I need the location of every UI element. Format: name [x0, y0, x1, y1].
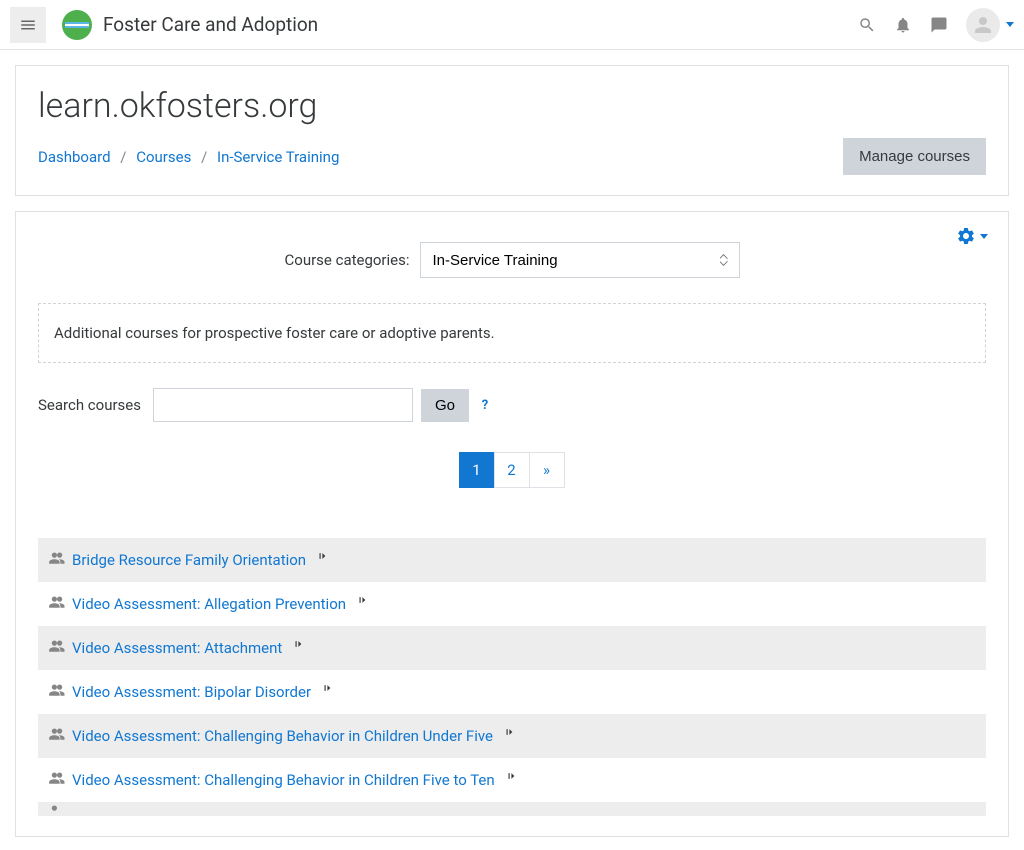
hamburger-icon	[19, 16, 37, 34]
breadcrumb-separator: /	[201, 148, 207, 166]
breadcrumb: Dashboard / Courses / In-Service Trainin…	[38, 148, 339, 166]
course-icon	[48, 639, 66, 657]
gear-icon	[956, 226, 976, 246]
course-icon	[48, 804, 66, 816]
search-label: Search courses	[38, 396, 141, 414]
course-link[interactable]: Video Assessment: Allegation Prevention	[72, 595, 346, 613]
breadcrumb-current[interactable]: In-Service Training	[217, 148, 339, 166]
course-icon	[48, 683, 66, 701]
course-link[interactable]: Video Assessment: Challenging Behavior i…	[72, 771, 495, 789]
enter-icon	[356, 593, 370, 607]
breadcrumb-row: Dashboard / Courses / In-Service Trainin…	[38, 138, 986, 175]
course-icon	[48, 771, 66, 789]
notifications-icon[interactable]	[894, 16, 912, 34]
category-selector-row: Course categories: In-Service Training	[38, 242, 986, 278]
search-row: Search courses Go ?	[38, 388, 986, 422]
search-icon[interactable]	[858, 16, 876, 34]
site-logo	[61, 9, 93, 41]
manage-courses-button[interactable]: Manage courses	[843, 138, 986, 175]
chevron-down-icon	[1006, 22, 1014, 27]
course-link[interactable]: Video Assessment: Challenging Behavior i…	[72, 727, 493, 745]
page-title: learn.okfosters.org	[38, 86, 986, 126]
messages-icon[interactable]	[930, 16, 948, 34]
settings-menu[interactable]	[956, 226, 988, 246]
enter-icon	[503, 725, 517, 739]
enter-icon	[321, 681, 335, 695]
category-description: Additional courses for prospective foste…	[38, 303, 986, 363]
category-select[interactable]: In-Service Training	[420, 242, 740, 278]
content-block: Course categories: In-Service Training A…	[15, 211, 1009, 837]
search-input[interactable]	[153, 388, 413, 422]
user-menu[interactable]	[966, 8, 1014, 42]
page-next[interactable]: »	[529, 452, 565, 488]
page-header-block: learn.okfosters.org Dashboard / Courses …	[15, 65, 1009, 196]
course-row: Video Assessment: Challenging Behavior i…	[38, 758, 986, 802]
help-icon[interactable]: ?	[477, 397, 493, 413]
course-row: Video Assessment: Attachment	[38, 626, 986, 670]
site-name: Foster Care and Adoption	[103, 13, 318, 36]
navbar: Foster Care and Adoption	[0, 0, 1024, 50]
course-link[interactable]: Video Assessment: Attachment	[72, 639, 282, 657]
course-row	[38, 802, 986, 816]
category-label: Course categories:	[285, 251, 410, 269]
enter-icon	[505, 769, 519, 783]
chevron-down-icon	[980, 234, 988, 239]
course-icon	[48, 727, 66, 745]
course-list: Bridge Resource Family Orientation Video…	[38, 538, 986, 816]
course-row: Video Assessment: Bipolar Disorder	[38, 670, 986, 714]
breadcrumb-dashboard[interactable]: Dashboard	[38, 148, 111, 166]
course-icon	[48, 595, 66, 613]
avatar	[966, 8, 1000, 42]
search-go-button[interactable]: Go	[421, 389, 469, 422]
course-row: Video Assessment: Allegation Prevention	[38, 582, 986, 626]
course-icon	[48, 551, 66, 569]
course-link[interactable]: Video Assessment: Bipolar Disorder	[72, 683, 311, 701]
logo-icon	[61, 9, 93, 41]
navbar-right	[858, 8, 1014, 42]
page-1[interactable]: 1	[459, 452, 495, 488]
breadcrumb-courses[interactable]: Courses	[136, 148, 191, 166]
course-row: Video Assessment: Challenging Behavior i…	[38, 714, 986, 758]
enter-icon	[316, 549, 330, 563]
hamburger-menu-button[interactable]	[10, 7, 46, 43]
enter-icon	[292, 637, 306, 651]
pagination: 1 2 »	[38, 452, 986, 488]
category-select-wrap: In-Service Training	[420, 242, 740, 278]
avatar-icon	[971, 13, 995, 37]
course-row: Bridge Resource Family Orientation	[38, 538, 986, 582]
page-2[interactable]: 2	[494, 452, 530, 488]
course-link[interactable]: Bridge Resource Family Orientation	[72, 551, 306, 569]
breadcrumb-separator: /	[120, 148, 126, 166]
